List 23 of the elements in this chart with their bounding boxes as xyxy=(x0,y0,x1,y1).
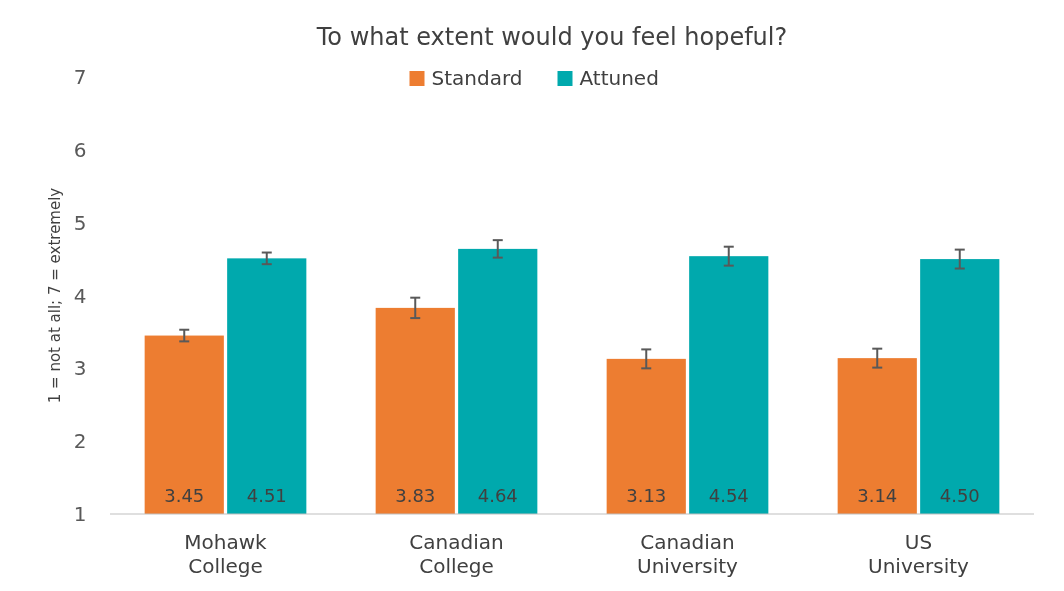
data-label: 4.51 xyxy=(246,485,287,506)
data-label: 4.54 xyxy=(708,485,749,506)
x-tick-label: Canadian College xyxy=(409,530,504,578)
legend-label: Attuned xyxy=(579,66,659,90)
y-tick-label: 2 xyxy=(73,429,87,454)
x-tick-label: Canadian University xyxy=(637,530,739,578)
chart-title: To what extent would you feel hopeful? xyxy=(315,23,788,51)
y-tick-label: 4 xyxy=(73,283,87,308)
y-tick-label: 1 xyxy=(73,502,87,526)
data-label: 4.50 xyxy=(939,485,980,506)
y-tick-label: 7 xyxy=(73,65,87,89)
x-tick-label: Mohawk College xyxy=(184,530,268,578)
y-tick-label: 3 xyxy=(73,356,87,381)
y-axis-title: 1 = not at all; 7 = extremely xyxy=(46,187,64,404)
data-label: 3.14 xyxy=(857,485,898,506)
data-label: 3.83 xyxy=(395,485,436,506)
data-label: 3.13 xyxy=(626,485,667,506)
x-tick-label: US University xyxy=(868,530,970,578)
data-label: 4.64 xyxy=(477,485,518,506)
data-label: 3.45 xyxy=(164,485,205,506)
y-tick-label: 6 xyxy=(73,137,87,162)
legend-label: Standard xyxy=(431,66,523,90)
y-tick-label: 5 xyxy=(73,210,87,235)
